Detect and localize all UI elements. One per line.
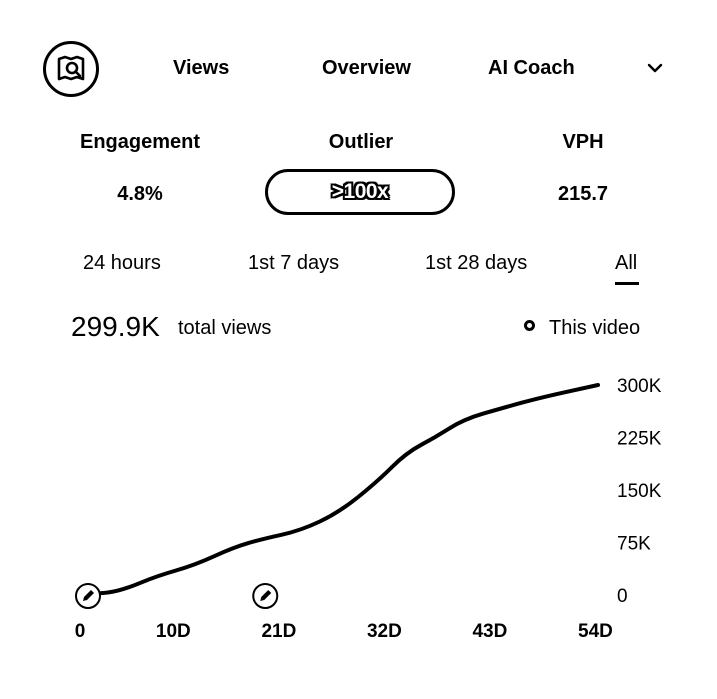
legend-label: This video xyxy=(549,317,641,339)
pencil-icon[interactable] xyxy=(252,583,279,609)
x-tick-label: 54D xyxy=(578,621,613,642)
pencil-icon[interactable] xyxy=(75,583,101,609)
chevron-down-icon[interactable] xyxy=(644,57,666,79)
range-tab-selected-indicator xyxy=(615,282,639,285)
range-tab-24-hours[interactable]: 24 hours xyxy=(83,252,161,274)
total-views-value: 299.9K xyxy=(71,311,160,342)
x-tick-label: 21D xyxy=(261,621,296,642)
x-tick-label: 0 xyxy=(75,621,86,642)
outlier-label: Outlier xyxy=(328,131,394,153)
y-tick-label: 150K xyxy=(617,481,662,502)
outlier-value: >100x xyxy=(331,180,389,203)
tab-ai-coach[interactable]: AI Coach xyxy=(488,57,575,79)
vph-value: 215.7 xyxy=(557,183,609,205)
total-views-label: total views xyxy=(178,317,272,339)
x-tick-label: 32D xyxy=(367,621,402,642)
vph-label: VPH xyxy=(562,131,604,153)
y-tick-label: 0 xyxy=(617,586,628,607)
tab-views[interactable]: Views xyxy=(173,57,230,79)
engagement-label: Engagement xyxy=(79,131,201,153)
channel-logo[interactable] xyxy=(43,41,99,97)
range-tab-7-days[interactable]: 1st 7 days xyxy=(248,252,340,274)
y-tick-label: 75K xyxy=(617,534,651,555)
camera-search-icon xyxy=(57,55,85,81)
series-line-0 xyxy=(78,383,600,597)
x-tick-label: 10D xyxy=(156,621,191,642)
x-tick-label: 43D xyxy=(472,621,507,642)
range-tab-28-days[interactable]: 1st 28 days xyxy=(425,252,528,274)
engagement-value: 4.8% xyxy=(117,183,163,205)
legend-marker xyxy=(524,320,535,331)
outlier-badge[interactable]: >100x xyxy=(265,169,455,215)
y-tick-label: 225K xyxy=(617,429,662,450)
y-tick-label: 300K xyxy=(617,376,662,397)
tab-overview[interactable]: Overview xyxy=(322,57,411,79)
range-tab-all[interactable]: All xyxy=(615,252,638,274)
